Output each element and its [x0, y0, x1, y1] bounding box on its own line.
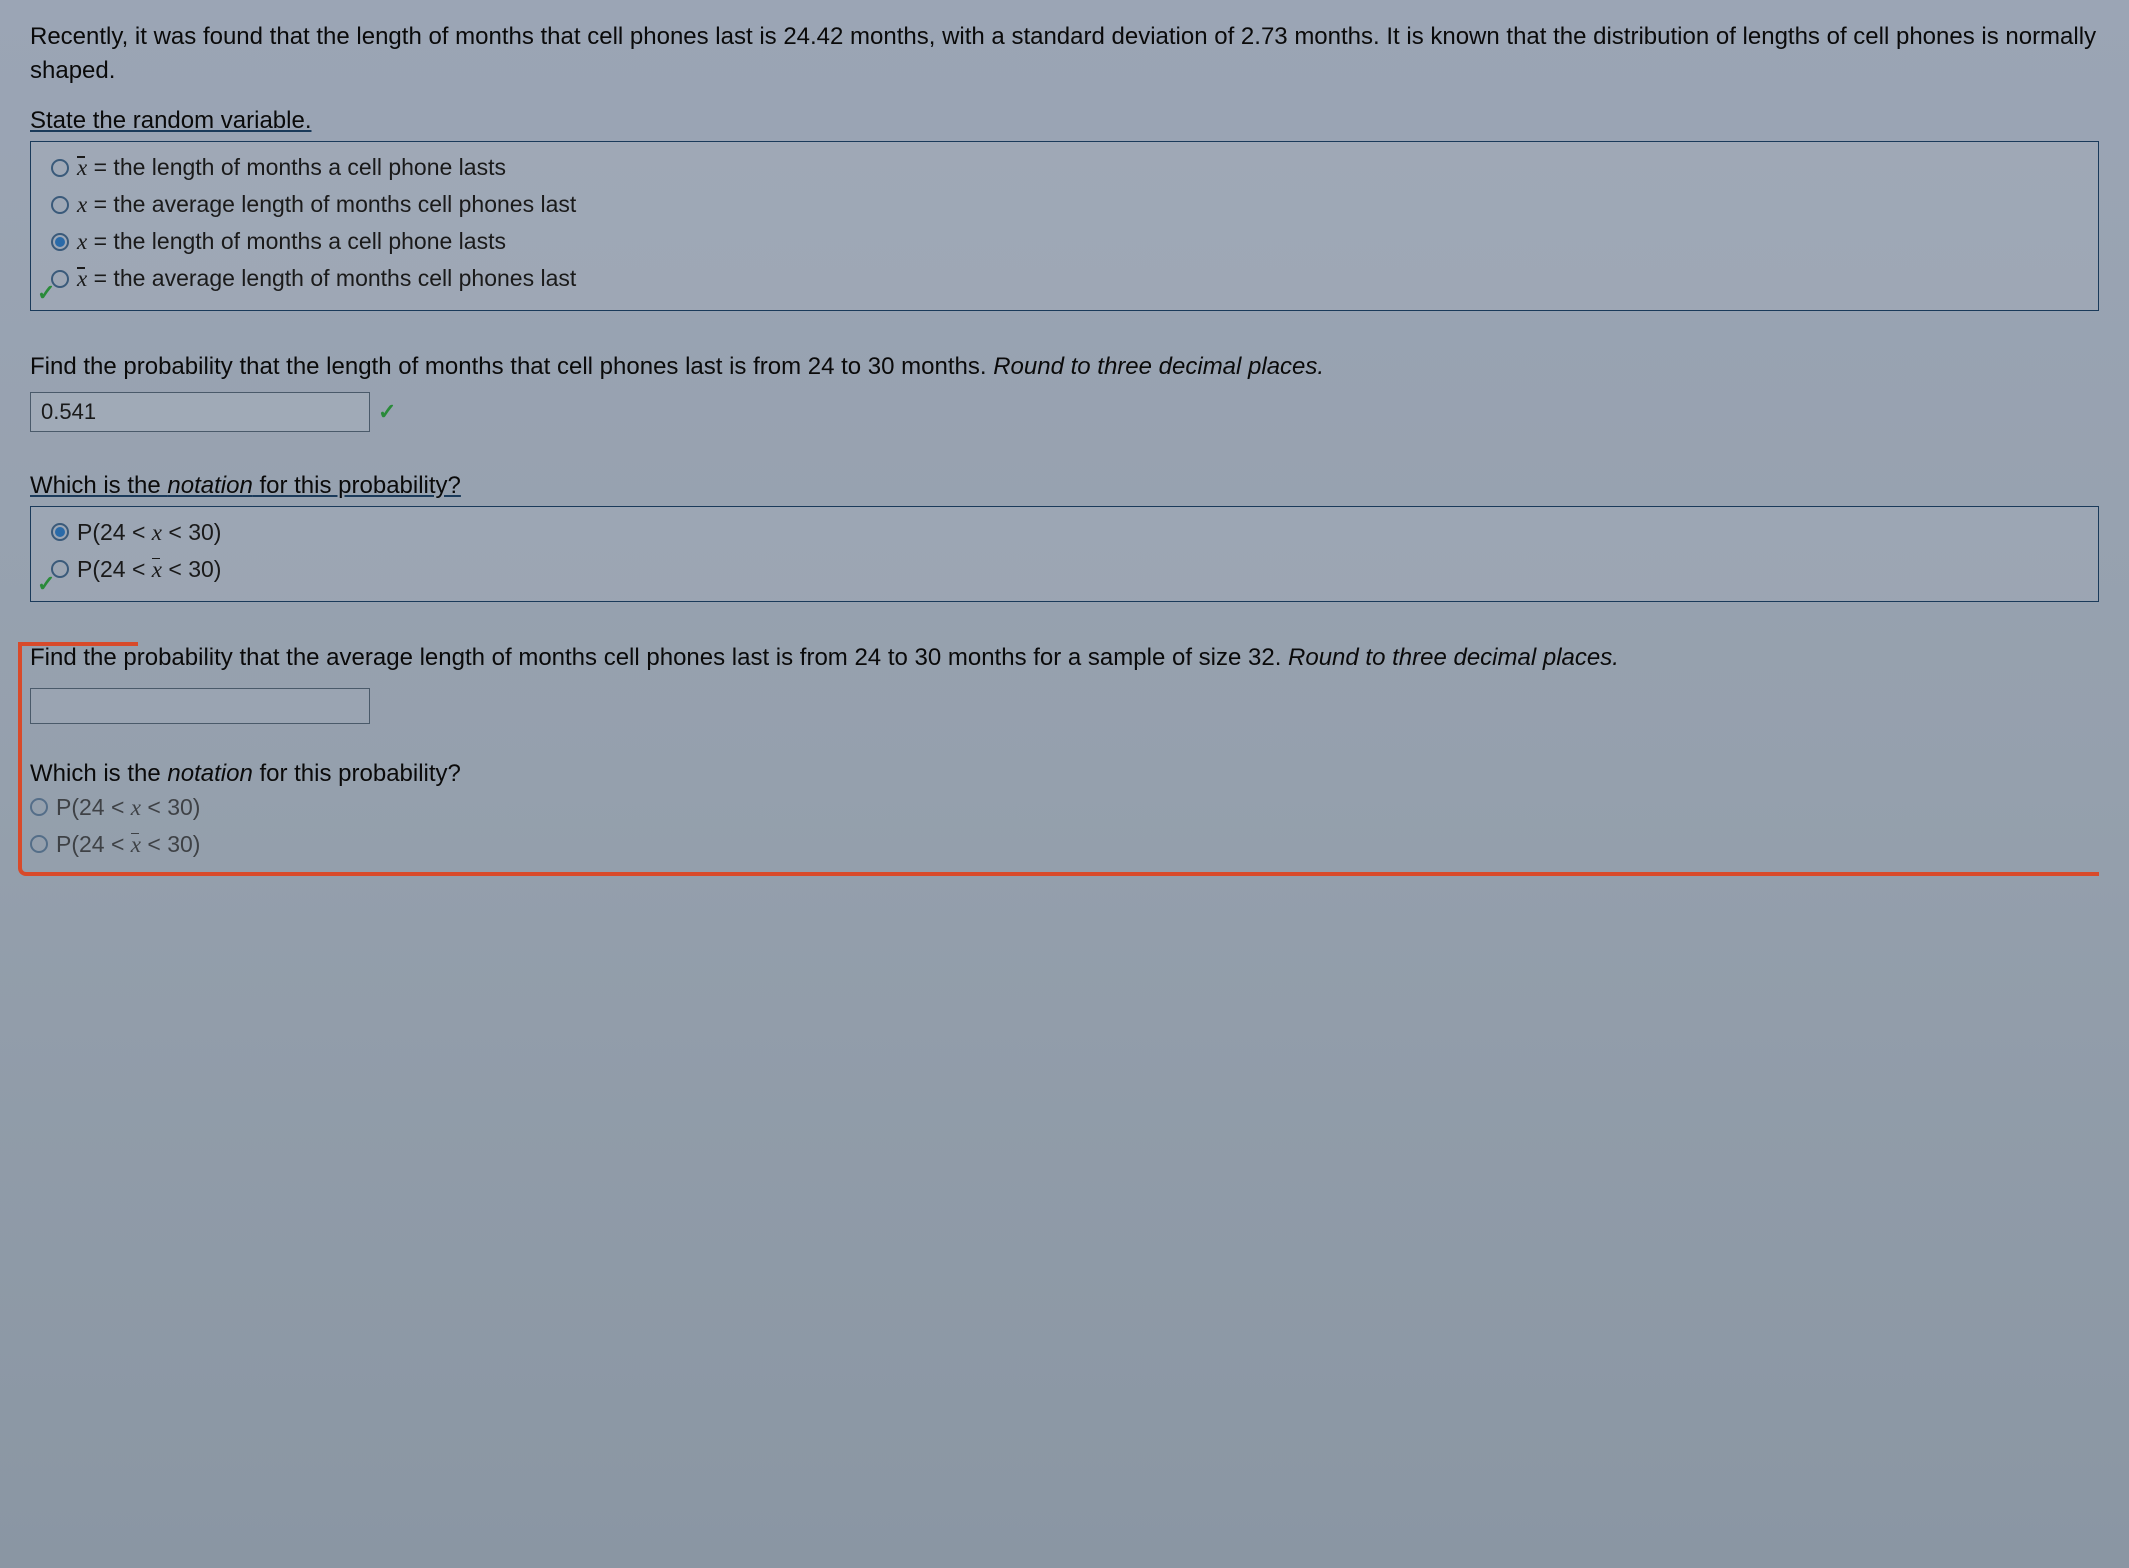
radio-icon	[30, 798, 48, 816]
q3-option-1[interactable]: P(24 < x < 30)	[51, 519, 2078, 546]
radio-icon	[30, 835, 48, 853]
q1-option-4[interactable]: x = the average length of months cell ph…	[51, 265, 2078, 292]
q3-option-2[interactable]: P(24 < x < 30)	[51, 556, 2078, 583]
q5-option-1[interactable]: P(24 < x < 30)	[30, 794, 2099, 821]
radio-icon-selected	[51, 233, 69, 251]
q2-input-row: ✓	[30, 392, 2099, 432]
annotation-bracket: Find the probability that the average le…	[18, 642, 2099, 876]
option-text: x = the length of months a cell phone la…	[77, 228, 506, 255]
radio-icon	[51, 159, 69, 177]
option-text: x = the average length of months cell ph…	[77, 265, 576, 292]
option-text: P(24 < x < 30)	[56, 794, 200, 821]
option-text: x = the length of months a cell phone la…	[77, 154, 506, 181]
correct-check-icon: ✓	[37, 280, 55, 306]
problem-intro: Recently, it was found that the length o…	[30, 20, 2099, 87]
q4-prompt: Find the probability that the average le…	[30, 642, 2099, 674]
radio-icon	[51, 196, 69, 214]
q5-label: Which is the notation for this probabili…	[30, 760, 2099, 788]
radio-icon-selected	[51, 523, 69, 541]
q5-options: P(24 < x < 30) P(24 < x < 30)	[30, 794, 2099, 858]
q1-answer-box: x = the length of months a cell phone la…	[30, 141, 2099, 311]
q5-option-2[interactable]: P(24 < x < 30)	[30, 831, 2099, 858]
q1-option-1[interactable]: x = the length of months a cell phone la…	[51, 154, 2078, 181]
q3-label: Which is the notation for this probabili…	[30, 472, 2099, 500]
q2-answer-input[interactable]	[30, 392, 370, 432]
q1-label: State the random variable.	[30, 107, 2099, 135]
correct-check-icon: ✓	[37, 571, 55, 597]
option-text: x = the average length of months cell ph…	[77, 191, 576, 218]
q3-answer-box: P(24 < x < 30) P(24 < x < 30) ✓	[30, 506, 2099, 602]
option-text: P(24 < x < 30)	[77, 519, 221, 546]
q4-answer-input[interactable]	[30, 688, 370, 724]
option-text: P(24 < x < 30)	[77, 556, 221, 583]
q1-option-2[interactable]: x = the average length of months cell ph…	[51, 191, 2078, 218]
option-text: P(24 < x < 30)	[56, 831, 200, 858]
correct-check-icon: ✓	[378, 399, 396, 425]
q2-prompt: Find the probability that the length of …	[30, 351, 2099, 383]
q1-option-3[interactable]: x = the length of months a cell phone la…	[51, 228, 2078, 255]
